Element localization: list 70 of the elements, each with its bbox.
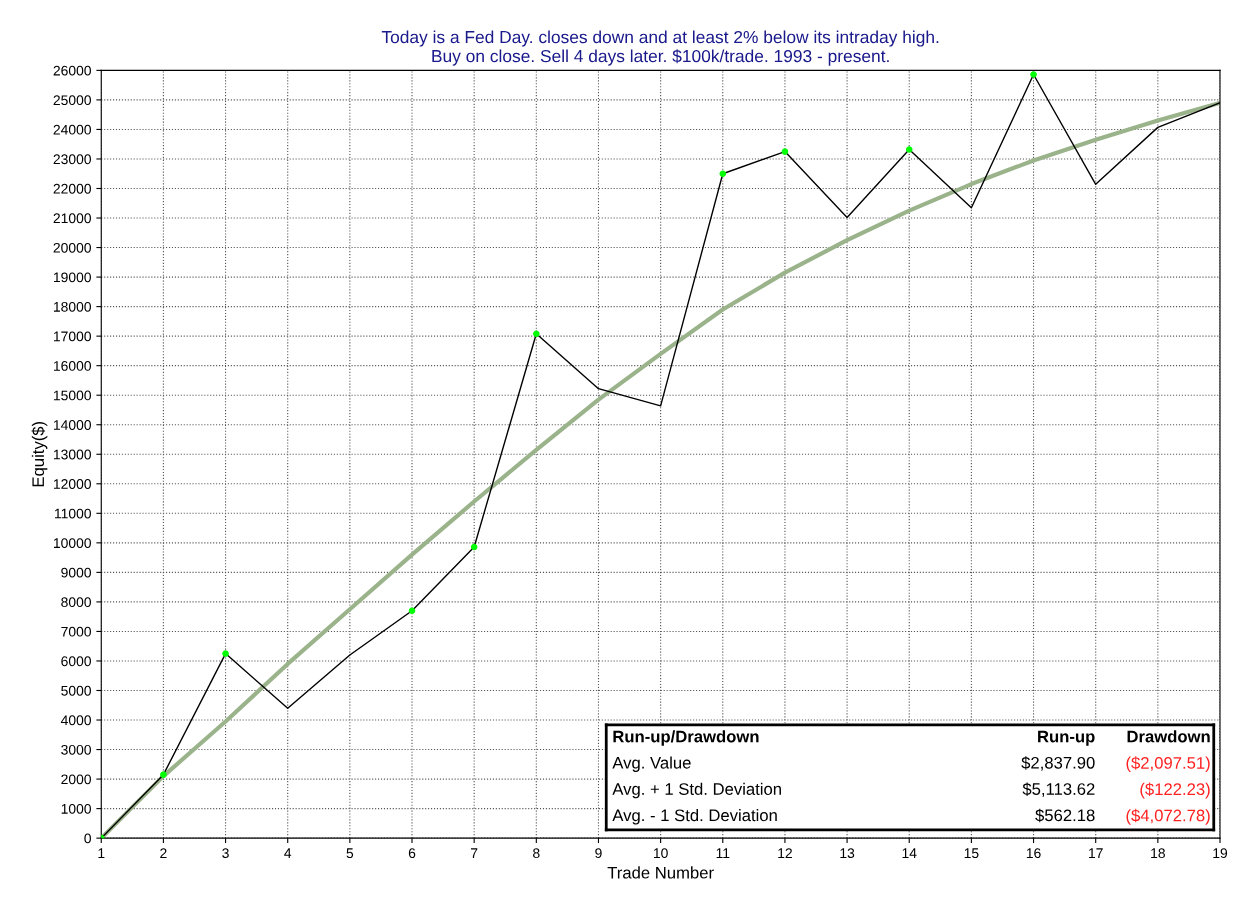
y-tick-label: 4000 [60,715,91,726]
x-tick-label: 7 [471,848,478,858]
annotation: Avg. + 1 Std. Deviation [612,782,781,799]
y-tick-label: 14000 [53,420,91,430]
y-tick-label: 23000 [53,154,91,165]
x-tick-label: 12 [778,848,792,858]
y-tick-label: 21000 [53,213,91,224]
x-tick-label: 4 [284,848,292,858]
y-tick-label: 3000 [61,744,91,755]
annotation: Run-up/Drawdown [613,730,759,746]
annotation: $5,113.62 [1022,782,1095,797]
point [160,771,167,778]
point [781,148,789,155]
y-tick-label: 5000 [61,685,91,696]
y-axis-title: Equity($) [31,421,48,487]
x-tick-label: 13 [840,848,855,859]
annotation: $2,837.90 [1021,756,1095,771]
point [905,146,913,153]
x-tick-label: 17 [1089,848,1103,858]
annotation: ($2,097.51) [1126,756,1210,773]
x-tick-label: 3 [222,848,229,859]
annotation: ($122.23) [1140,782,1210,799]
y-tick-label: 18000 [53,301,91,312]
annotation: Run-up [1038,730,1095,746]
x-tick-label: 5 [346,848,354,859]
point [408,607,416,615]
y-tick-label: 13000 [53,449,91,460]
y-tick-label: 17000 [53,331,91,342]
point [1030,71,1037,78]
y-tick-label: 9000 [61,567,91,578]
y-tick-label: 11000 [54,508,91,519]
y-tick-label: 8000 [61,597,91,608]
x-tick-label: 1 [98,848,105,858]
annotation: ($4,072.78) [1126,808,1210,825]
annotation: Avg. - 1 Std. Deviation [612,809,777,825]
x-tick-label: 16 [1026,848,1041,859]
x-tick-label: 9 [595,848,602,859]
x-tick-label: 15 [964,848,979,859]
y-tick-label: 24000 [53,124,91,135]
x-tick-label: 8 [533,848,540,859]
y-tick-label: 15000 [53,390,91,401]
y-tick-label: 19000 [53,272,91,283]
y-tick-label: 25000 [53,95,91,106]
y-tick-label: 1000 [61,803,91,814]
chart-title: Today is a Fed Day. closes down and at least 2% below its intraday high. Buy on close. Sell 4 days later. $100k/trade. 1993 - present. [381,30,939,66]
y-tick-label: 12000 [53,479,91,489]
y-tick-label: 16000 [53,361,91,371]
point [719,170,727,178]
y-tick-label: 6000 [61,656,91,667]
x-axis-title: Trade Number [607,866,714,879]
annotation: Avg. Value [612,756,691,772]
x-tick-label: 11 [716,848,730,858]
x-tick-label: 18 [1151,848,1165,859]
annotation: $562.18 [1035,808,1095,823]
y-tick-label: 10000 [53,538,91,549]
x-tick-label: 14 [902,848,917,858]
x-tick-label: 10 [653,848,668,859]
y-tick-label: 2000 [61,774,91,785]
x-tick-label: 6 [408,848,416,859]
y-tick-label: 0 [84,833,91,844]
x-tick-label: 2 [160,848,167,858]
annotation: Drawdown [1127,730,1210,743]
y-tick-label: 26000 [53,65,91,76]
y-tick-label: 22000 [53,183,91,194]
point [533,330,540,338]
y-tick-label: 7000 [61,626,91,637]
x-tick-label: 19 [1213,848,1228,859]
point [222,650,229,657]
y-tick-label: 20000 [53,242,91,253]
point [470,543,478,551]
